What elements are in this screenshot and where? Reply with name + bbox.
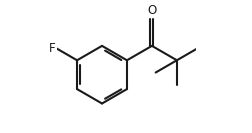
Text: O: O [147,4,156,17]
Text: F: F [48,41,55,55]
